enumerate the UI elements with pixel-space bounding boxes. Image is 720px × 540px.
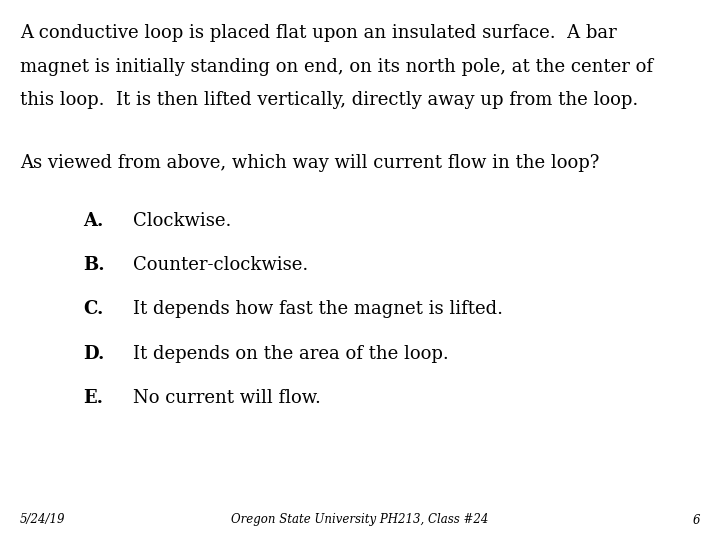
Text: It depends on the area of the loop.: It depends on the area of the loop.	[133, 345, 449, 362]
Text: Clockwise.: Clockwise.	[133, 212, 232, 230]
Text: 6: 6	[693, 514, 700, 526]
Text: It depends how fast the magnet is lifted.: It depends how fast the magnet is lifted…	[133, 300, 503, 318]
Text: No current will flow.: No current will flow.	[133, 389, 321, 407]
Text: D.: D.	[83, 345, 104, 362]
Text: magnet is initially standing on end, on its north pole, at the center of: magnet is initially standing on end, on …	[20, 58, 653, 76]
Text: B.: B.	[83, 256, 104, 274]
Text: As viewed from above, which way will current flow in the loop?: As viewed from above, which way will cur…	[20, 154, 600, 172]
Text: Oregon State University PH213, Class #24: Oregon State University PH213, Class #24	[231, 514, 489, 526]
Text: Counter-clockwise.: Counter-clockwise.	[133, 256, 308, 274]
Text: 5/24/19: 5/24/19	[20, 514, 66, 526]
Text: C.: C.	[83, 300, 103, 318]
Text: A.: A.	[83, 212, 103, 230]
Text: E.: E.	[83, 389, 103, 407]
Text: this loop.  It is then lifted vertically, directly away up from the loop.: this loop. It is then lifted vertically,…	[20, 91, 639, 109]
Text: A conductive loop is placed flat upon an insulated surface.  A bar: A conductive loop is placed flat upon an…	[20, 24, 617, 42]
